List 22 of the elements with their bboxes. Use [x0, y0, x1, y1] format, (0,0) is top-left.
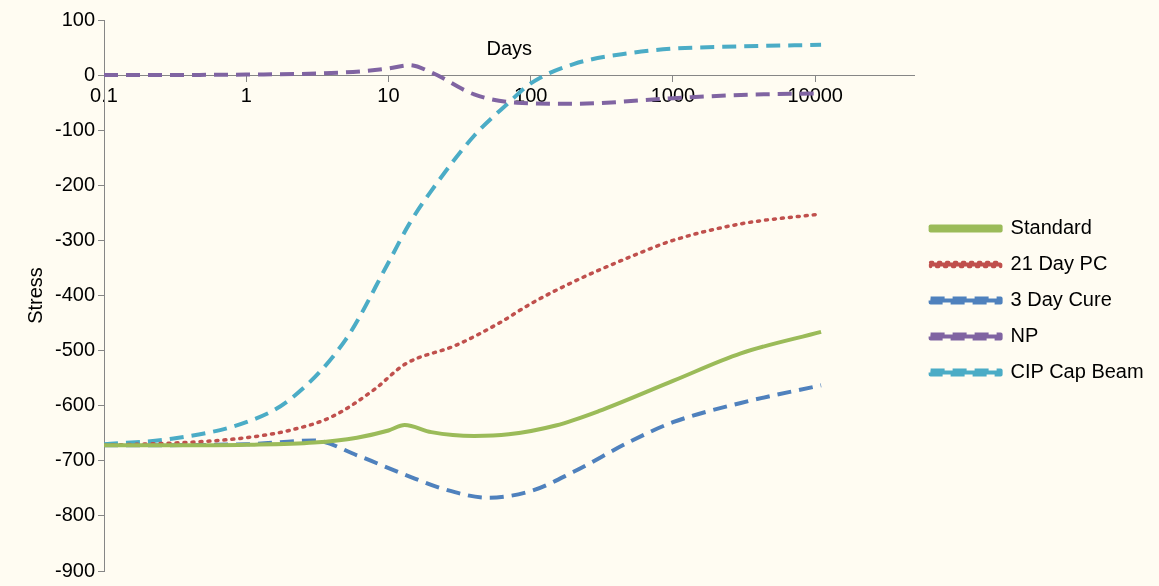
y-tick-label: -400 [55, 283, 96, 306]
legend-label: NP [1010, 324, 1039, 347]
y-tick-label: -600 [55, 393, 96, 416]
y-tick-label: -900 [55, 558, 96, 581]
legend-label: Standard [1010, 216, 1092, 239]
legend-label: 3 Day Cure [1010, 288, 1112, 311]
y-tick-label: -500 [55, 338, 96, 361]
x-axis-title: Days [486, 36, 533, 59]
legend-label: CIP Cap Beam [1010, 360, 1144, 383]
y-tick-label: -700 [55, 448, 96, 471]
y-tick-label: 0 [83, 62, 96, 85]
y-tick-label: -200 [55, 172, 96, 195]
x-tick-label: 1 [240, 83, 252, 106]
x-tick-label: 0.1 [90, 83, 118, 106]
y-tick-label: 100 [61, 7, 96, 30]
x-tick-label: 10000 [787, 83, 844, 106]
y-tick-label: -100 [55, 117, 96, 140]
y-axis-title: Stress [23, 267, 46, 324]
x-tick-label: 10 [377, 83, 400, 106]
legend-label: 21 Day PC [1010, 252, 1108, 275]
y-tick-label: -800 [55, 503, 96, 526]
y-tick-label: -300 [55, 227, 96, 250]
